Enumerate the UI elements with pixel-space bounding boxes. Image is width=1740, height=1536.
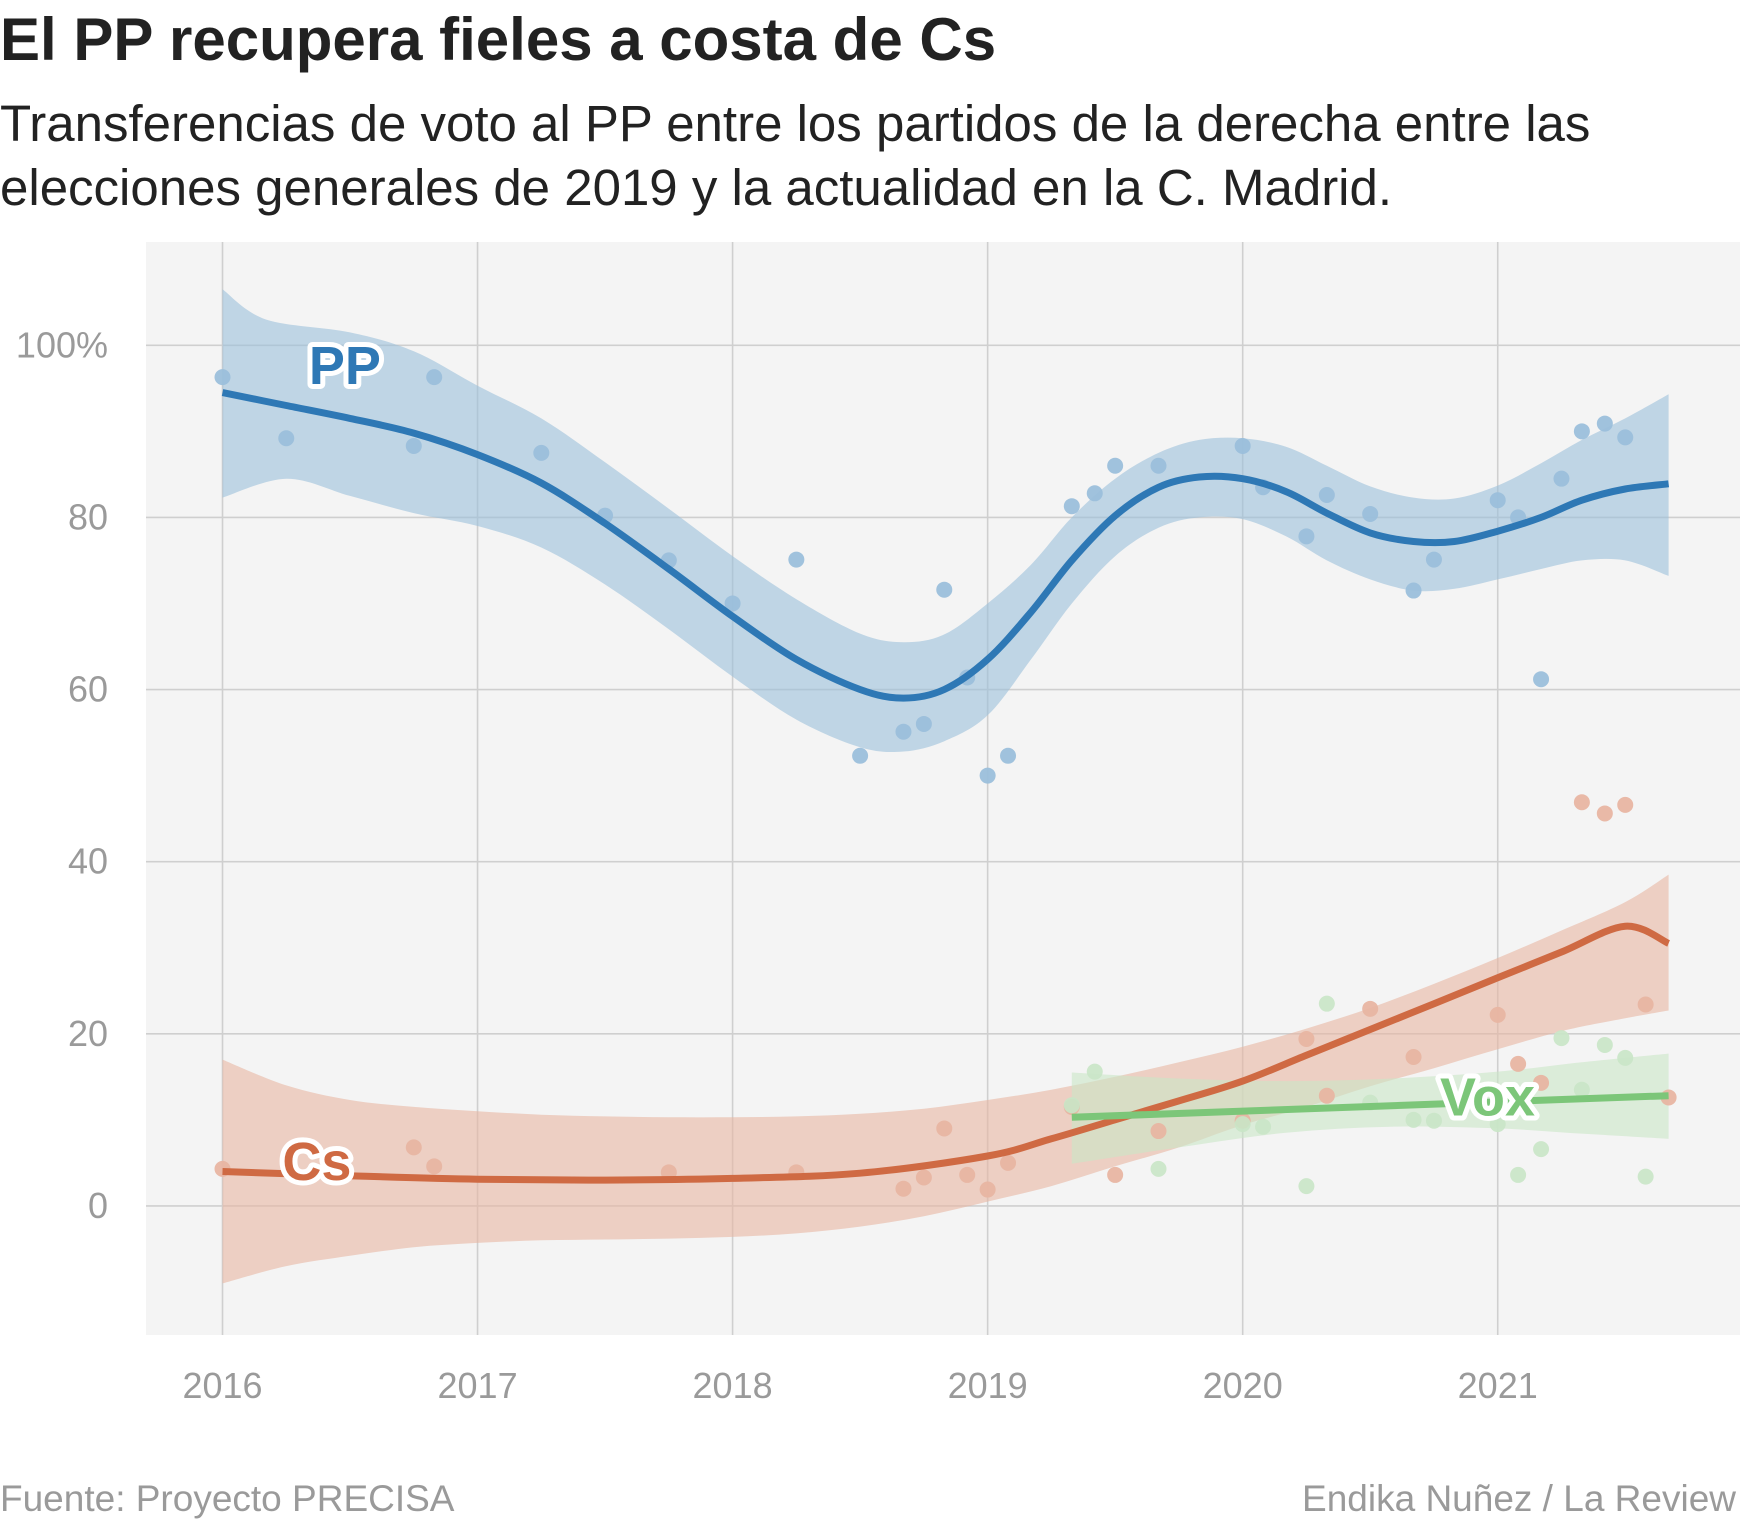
vox-data-point (1234, 1116, 1251, 1133)
pp-data-point (1553, 470, 1570, 487)
pp-data-point (936, 581, 953, 598)
pp-data-point (1362, 505, 1379, 522)
cs-data-point (1107, 1166, 1124, 1183)
cs-trend-line (222, 922, 1671, 1184)
pp-data-point (1596, 415, 1613, 432)
trend-lines (221, 389, 1671, 1184)
y-tick-label: 80 (68, 496, 108, 537)
vox-data-point (1150, 1160, 1167, 1177)
pp-data-point (278, 430, 295, 447)
pp-data-point (1063, 498, 1080, 515)
pp-data-point (915, 715, 932, 732)
vox-data-point (1596, 1036, 1613, 1053)
cs-data-point (1617, 796, 1634, 813)
x-tick-label: 2017 (438, 1365, 518, 1406)
y-axis: 0 20 40 60 80 100% (16, 324, 108, 1226)
cs-data-point (426, 1158, 443, 1175)
cs-series-label: Cs (282, 1132, 351, 1192)
vox-data-point (1533, 1141, 1550, 1158)
cs-data-point (1510, 1055, 1527, 1072)
x-tick-label: 2016 (182, 1365, 262, 1406)
cs-data-point (1596, 805, 1613, 822)
pp-confidence-band (222, 289, 1669, 753)
vox-data-point (1573, 1081, 1590, 1098)
cs-data-point (1637, 996, 1654, 1013)
pp-data-point (1234, 437, 1251, 454)
vox-data-point (1637, 1168, 1654, 1185)
cs-data-point (959, 1166, 976, 1183)
vox-data-point (1298, 1178, 1315, 1195)
author-credit: Endika Nuñez / La Review (1302, 1478, 1736, 1519)
pp-data-point (1318, 487, 1335, 504)
cs-data-point (1405, 1049, 1422, 1066)
cs-data-point (936, 1120, 953, 1137)
vox-data-point (1489, 1116, 1506, 1133)
vox-data-point (1617, 1049, 1634, 1066)
pp-data-point (426, 369, 443, 386)
cs-data-point (1573, 794, 1590, 811)
vox-data-point (1318, 995, 1335, 1012)
x-tick-label: 2019 (948, 1365, 1028, 1406)
y-tick-label: 60 (68, 669, 108, 710)
pp-data-point (1617, 429, 1634, 446)
pp-data-point (1405, 582, 1422, 599)
pp-data-point (405, 437, 422, 454)
chart-title: El PP recupera fieles a costa de Cs (0, 6, 997, 73)
pp-data-point (1086, 485, 1103, 502)
pp-data-point (724, 595, 741, 612)
cs-data-point (979, 1181, 996, 1198)
vox-trend-line (1071, 1092, 1669, 1121)
pp-data-point (1533, 671, 1550, 688)
pp-data-point (1573, 423, 1590, 440)
pp-data-point (1107, 457, 1124, 474)
x-tick-label: 2020 (1203, 1365, 1283, 1406)
pp-data-point (1298, 528, 1315, 545)
vox-data-point (1553, 1030, 1570, 1047)
pp-data-point (852, 747, 869, 764)
x-tick-label: 2021 (1458, 1365, 1538, 1406)
series-labels: PP Cs Vox (277, 331, 1540, 1197)
cs-data-point (1150, 1123, 1167, 1140)
cs-data-point (895, 1180, 912, 1197)
cs-data-point (1362, 1000, 1379, 1017)
cs-data-point (1533, 1074, 1550, 1091)
cs-data-point (915, 1169, 932, 1186)
cs-data-point (1298, 1030, 1315, 1047)
pp-series-label: PP (309, 336, 381, 396)
y-tick-label: 40 (68, 841, 108, 882)
y-tick-label: 0 (88, 1185, 108, 1226)
y-tick-label: 100% (16, 324, 108, 365)
cs-data-point (1489, 1006, 1506, 1023)
cs-data-point (1318, 1087, 1335, 1104)
pp-data-point (1150, 457, 1167, 474)
vox-data-point (1063, 1097, 1080, 1114)
pp-data-point (1489, 492, 1506, 509)
source-note: Fuente: Proyecto PRECISA (0, 1478, 455, 1519)
cs-data-point (405, 1139, 422, 1156)
x-axis: 2016 2017 2018 2019 2020 2021 (182, 1365, 1537, 1406)
vox-data-point (1255, 1118, 1272, 1135)
vox-data-point (1510, 1166, 1527, 1183)
pp-data-point (788, 551, 805, 568)
vox-data-point (1086, 1063, 1103, 1080)
x-tick-label: 2018 (693, 1365, 773, 1406)
pp-data-point (1000, 747, 1017, 764)
pp-trend-line (221, 389, 1670, 702)
vox-data-point (1405, 1111, 1422, 1128)
pp-data-point (214, 369, 231, 386)
cs-data-point (1000, 1154, 1017, 1171)
pp-data-point (533, 444, 550, 461)
data-points (214, 369, 1677, 1198)
chart-subtitle: Transferencias de voto al PP entre los p… (0, 95, 1591, 216)
pp-data-point (979, 767, 996, 784)
y-tick-label: 20 (68, 1013, 108, 1054)
vox-data-point (1425, 1112, 1442, 1129)
vox-series-label: Vox (1440, 1068, 1535, 1128)
pp-data-point (1425, 551, 1442, 568)
pp-data-point (895, 723, 912, 740)
